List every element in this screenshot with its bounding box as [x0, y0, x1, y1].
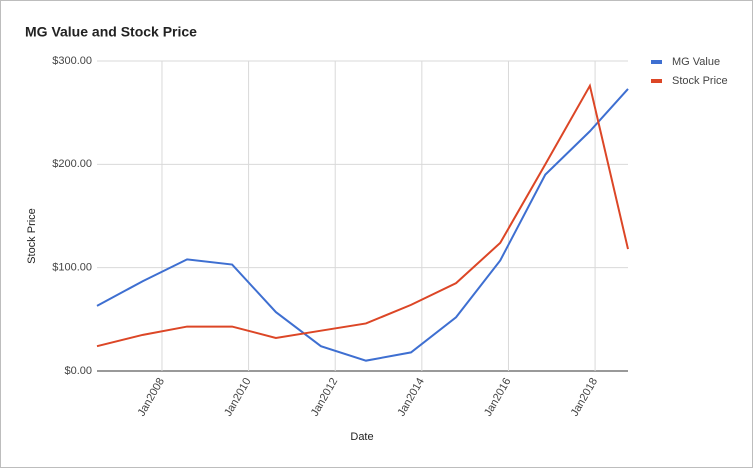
legend-label: Stock Price — [672, 75, 728, 87]
legend-label: MG Value — [672, 56, 720, 68]
line — [96, 83, 629, 348]
y-tick-label: $300.00 — [52, 55, 92, 67]
legend-swatch — [651, 60, 662, 64]
y-axis-title: Stock Price — [26, 208, 38, 264]
chart-title: MG Value and Stock Price — [25, 24, 197, 40]
line — [96, 88, 629, 362]
y-tick-label: $0.00 — [64, 365, 92, 377]
legend-swatch — [651, 79, 662, 83]
y-tick-label: $200.00 — [52, 158, 92, 170]
x-axis-title: Date — [350, 431, 373, 443]
y-tick-label: $100.00 — [52, 262, 92, 274]
